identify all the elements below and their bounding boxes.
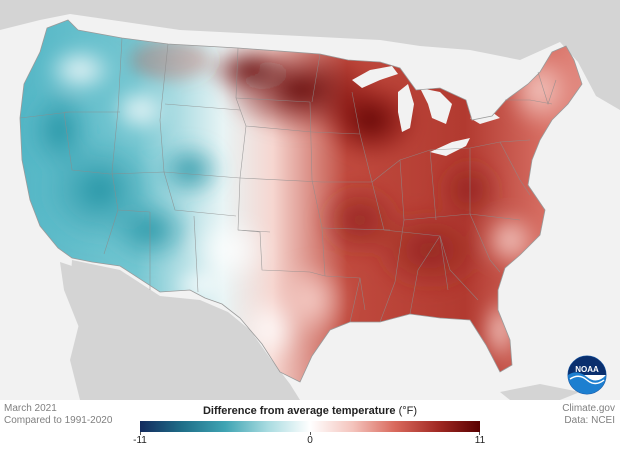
- noaa-logo: NOAA: [567, 355, 607, 395]
- legend-tick-max: [479, 432, 480, 435]
- canada-land: [0, 0, 620, 110]
- baja-peninsula: [60, 262, 104, 362]
- legend-color-bar: [140, 421, 480, 432]
- legend-tick-min: [140, 432, 141, 435]
- legend-min-label: -11: [133, 435, 147, 446]
- credit-data: Data: NCEI: [564, 415, 615, 426]
- legend-tick-mid: [310, 432, 311, 435]
- noaa-logo-text: NOAA: [575, 365, 599, 374]
- great-lakes: [352, 66, 500, 156]
- legend-unit: (°F): [398, 405, 418, 417]
- caption-baseline: Compared to 1991-2020: [4, 415, 113, 426]
- us-outline: [19, 19, 583, 383]
- caption-period: March 2021: [4, 403, 57, 414]
- state-boundaries: [19, 37, 557, 323]
- legend-max-label: 11: [474, 435, 486, 446]
- cuba-island: [500, 384, 580, 400]
- credit-source: Climate.gov: [562, 403, 615, 414]
- legend-mid-label: 0: [307, 435, 313, 446]
- legend-title-text: Difference from average temperature: [202, 405, 396, 417]
- map-footer: March 2021 Compared to 1991-2020 Climate…: [0, 400, 620, 450]
- temperature-field: [20, 20, 582, 382]
- mexico-land: [70, 260, 300, 400]
- legend-title: Difference from average temperature (°F): [140, 404, 480, 418]
- temperature-anomaly-map: [0, 0, 620, 400]
